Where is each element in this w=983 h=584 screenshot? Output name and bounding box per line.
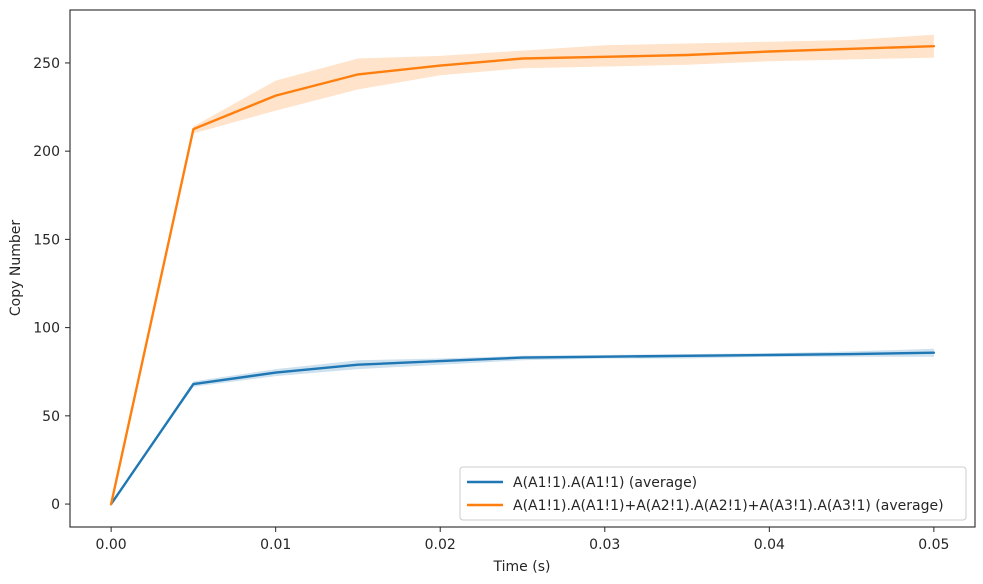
series-2-line: [109, 45, 936, 506]
x-tick-label: 0.05: [918, 537, 949, 553]
legend: A(A1!1).A(A1!1) (average) A(A1!1).A(A1!1)…: [459, 466, 967, 521]
y-tick-label: 200: [33, 144, 60, 160]
x-axis-label: Time (s): [493, 559, 551, 575]
legend-label-1: A(A1!1).A(A1!1) (average): [513, 475, 697, 491]
series-lines: [109, 45, 936, 506]
x-tick-label: 0.04: [754, 537, 785, 553]
y-tick-label: 100: [33, 321, 60, 337]
y-axis-label: Copy Number: [8, 220, 24, 316]
x-tick-label: 0.02: [425, 537, 456, 553]
y-tick-label: 50: [42, 409, 60, 425]
y-axis: 0 50 100 150 200 250: [33, 56, 70, 513]
x-axis: 0.00 0.01 0.02 0.03 0.04 0.05: [96, 527, 949, 553]
series-1-line: [109, 351, 936, 506]
y-tick-label: 150: [33, 232, 60, 248]
plot-frame: [69, 9, 976, 528]
x-tick-label: 0.03: [589, 537, 620, 553]
legend-label-2: A(A1!1).A(A1!1)+A(A2!1).A(A2!1)+A(A3!1).…: [513, 498, 944, 514]
y-tick-label: 0: [51, 497, 60, 513]
x-tick-label: 0.01: [260, 537, 291, 553]
legend-box: [459, 466, 967, 521]
y-tick-label: 250: [33, 56, 60, 72]
x-tick-label: 0.00: [96, 537, 127, 553]
